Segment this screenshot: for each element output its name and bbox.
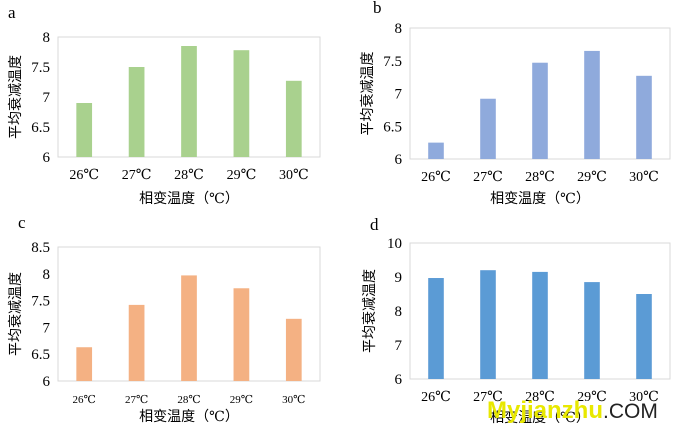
x-tick-label: 30℃ bbox=[629, 170, 659, 185]
bar bbox=[233, 50, 250, 158]
y-tick-label: 6 bbox=[395, 372, 403, 388]
y-tick-label: 8 bbox=[395, 21, 403, 37]
x-tick-label: 27℃ bbox=[125, 394, 148, 406]
bar bbox=[285, 318, 302, 381]
x-tick-label: 30℃ bbox=[279, 168, 309, 183]
bar bbox=[76, 103, 93, 157]
bar bbox=[233, 288, 250, 381]
bar bbox=[636, 75, 652, 159]
x-axis-title: 相变温度（℃） bbox=[139, 409, 239, 425]
chart-panel-b: b 6 6.5 7 7.5 8 26℃ 27℃ 28℃ 29℃ 30℃ 相变温度（℃） 平均衰减温度 bbox=[359, 0, 671, 207]
y-tick-label: 8.5 bbox=[31, 240, 50, 256]
watermark-logo: Myjianzhu.COM bbox=[487, 392, 683, 429]
x-tick-label: 26℃ bbox=[69, 168, 99, 183]
bar bbox=[181, 275, 197, 381]
x-tick-label: 28℃ bbox=[177, 394, 200, 406]
bar bbox=[285, 80, 302, 157]
y-tick-label: 8 bbox=[395, 304, 403, 320]
x-tick-label: 29℃ bbox=[230, 394, 253, 406]
chart-panel-d: d 6 7 8 9 10 26℃ 27℃ 28℃ 29℃ 30℃ 相变温度（℃） 平均衰减温度 bbox=[361, 215, 671, 426]
bar bbox=[76, 347, 93, 381]
y-tick-label: 7 bbox=[395, 338, 403, 354]
x-tick-label: 26℃ bbox=[421, 170, 451, 185]
y-tick-label: 7.5 bbox=[31, 60, 50, 76]
y-axis-title: 平均衰减温度 bbox=[7, 55, 24, 139]
bar bbox=[480, 98, 496, 159]
x-tick-label: 26℃ bbox=[421, 390, 451, 405]
bar bbox=[128, 67, 145, 157]
x-axis-title: 相变温度（℃） bbox=[490, 410, 590, 426]
y-tick-label: 6 bbox=[395, 152, 403, 168]
panel-label: d bbox=[370, 215, 379, 234]
chart-panel-c: c 6 6.5 7 7.5 8 8.5 26℃ 27℃ 28℃ 29℃ 30℃ 相变温度（℃） 平均衰减温… bbox=[7, 213, 321, 425]
bar bbox=[428, 278, 444, 379]
x-tick-label: 27℃ bbox=[473, 170, 503, 185]
y-tick-label: 6 bbox=[43, 374, 51, 390]
x-tick-label: 30℃ bbox=[282, 394, 305, 406]
bar bbox=[181, 46, 197, 157]
y-tick-label: 6.5 bbox=[31, 120, 50, 136]
bar bbox=[584, 50, 600, 159]
y-tick-label: 8 bbox=[43, 30, 51, 46]
y-tick-label: 6.5 bbox=[31, 347, 50, 363]
bar bbox=[584, 282, 600, 379]
panel-label: c bbox=[18, 213, 26, 232]
bar bbox=[428, 142, 444, 159]
y-tick-label: 8 bbox=[43, 267, 51, 283]
y-tick-label: 7.5 bbox=[383, 54, 402, 70]
bar bbox=[532, 271, 548, 379]
y-tick-label: 7 bbox=[43, 90, 51, 106]
bar bbox=[532, 62, 548, 160]
x-tick-label: 27℃ bbox=[473, 390, 503, 405]
y-tick-label: 10 bbox=[387, 236, 402, 252]
watermark-tld: .COM bbox=[603, 400, 658, 423]
y-tick-label: 6.5 bbox=[383, 119, 402, 135]
x-tick-label: 30℃ bbox=[629, 390, 659, 405]
y-tick-label: 9 bbox=[395, 270, 403, 286]
x-tick-label: 29℃ bbox=[227, 168, 257, 183]
x-tick-label: 28℃ bbox=[174, 168, 204, 183]
panel-label: b bbox=[373, 0, 382, 17]
x-axis-title: 相变温度（℃） bbox=[139, 191, 239, 207]
y-axis-title: 平均衰减温度 bbox=[7, 272, 24, 356]
bar bbox=[128, 304, 145, 381]
y-tick-label: 7 bbox=[43, 320, 51, 336]
x-tick-label: 29℃ bbox=[577, 390, 607, 405]
bar bbox=[636, 294, 652, 379]
chart-panel-a: a 6 6.5 7 7.5 8 26℃ 27℃ 28℃ 29℃ 30℃ 相变温度（℃） 平均衰减温度 bbox=[7, 3, 321, 207]
panel-label: a bbox=[8, 3, 16, 22]
x-tick-label: 27℃ bbox=[122, 168, 152, 183]
bar bbox=[480, 270, 496, 379]
x-tick-label: 28℃ bbox=[525, 170, 555, 185]
x-tick-label: 29℃ bbox=[577, 170, 607, 185]
y-tick-label: 7.5 bbox=[31, 294, 50, 310]
y-axis-title: 平均衰减温度 bbox=[361, 269, 378, 353]
y-tick-label: 7 bbox=[395, 87, 403, 103]
x-tick-label: 26℃ bbox=[73, 394, 96, 406]
x-tick-label: 28℃ bbox=[525, 390, 555, 405]
watermark-main: Myjianzhu bbox=[487, 397, 604, 424]
x-axis-title: 相变温度（℃） bbox=[490, 191, 590, 207]
y-tick-label: 6 bbox=[43, 150, 51, 166]
y-axis-title: 平均衰减温度 bbox=[359, 52, 376, 136]
